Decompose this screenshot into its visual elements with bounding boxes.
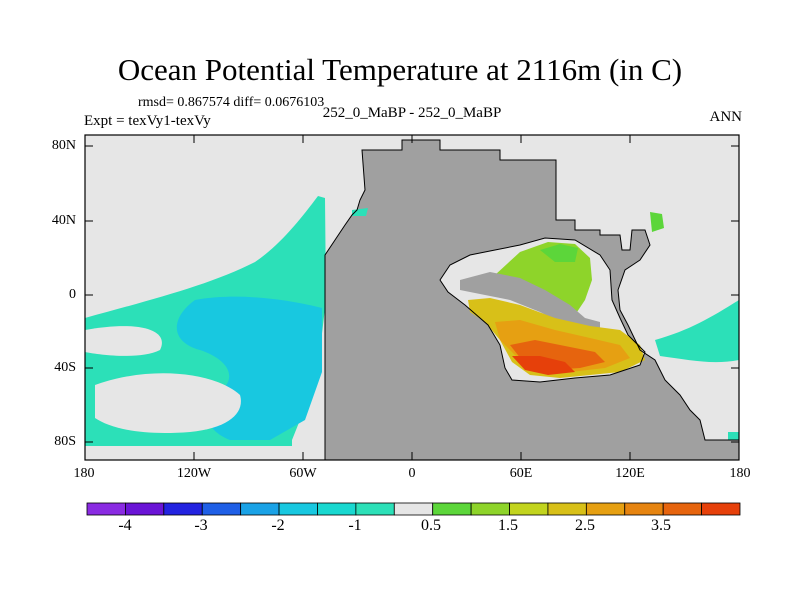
x-tick-label: 60W xyxy=(289,466,317,481)
y-tick-label: 0 xyxy=(69,287,76,302)
colorbar-label: 0.5 xyxy=(421,517,441,534)
chart-subtitle: 252_0_MaBP - 252_0_MaBP xyxy=(322,105,502,121)
colorbar-box xyxy=(317,502,357,516)
colorbar-box xyxy=(240,502,280,516)
colorbar-box xyxy=(393,502,434,516)
colorbar-box xyxy=(662,502,702,516)
experiment-label: Expt = texVy1-texVy xyxy=(84,113,211,129)
colorbar-box xyxy=(86,502,126,516)
colorbar-box xyxy=(624,502,664,516)
x-tick-label: 180 xyxy=(73,466,95,481)
colorbar-label: -1 xyxy=(348,517,362,534)
cold-anomaly-patch xyxy=(352,208,368,216)
colorbar-box xyxy=(125,502,165,516)
y-tick-label: 80S xyxy=(54,434,76,449)
x-tick-label: 120W xyxy=(176,466,212,481)
cold-anomaly-strip xyxy=(85,440,292,446)
chart-title: Ocean Potential Temperature at 2116m (in… xyxy=(117,52,683,87)
colorbar-box xyxy=(547,502,587,516)
colorbar-label: 2.5 xyxy=(575,517,595,534)
colorbar-box xyxy=(201,502,242,516)
warm-anomaly-patch xyxy=(650,212,664,232)
coastline xyxy=(324,139,739,460)
x-tick-label: 0 xyxy=(408,466,416,481)
colorbar-box xyxy=(701,502,741,516)
x-tick-label: 180 xyxy=(729,466,751,481)
cimmerian-landmass xyxy=(460,272,600,330)
y-tick-label: 40N xyxy=(51,213,76,228)
tethys-coastline xyxy=(439,237,646,383)
colorbar-box xyxy=(278,502,318,516)
x-axis-ticks xyxy=(193,135,631,460)
colorbar xyxy=(86,502,741,516)
colorbar-label: 3.5 xyxy=(651,517,671,534)
warm-anomaly-peak xyxy=(512,356,575,375)
stats-label: rmsd= 0.867574 diff= 0.0676103 xyxy=(138,95,325,110)
neutral-patch xyxy=(95,373,241,434)
neutral-patch xyxy=(85,326,162,356)
colorbar-box xyxy=(585,502,626,516)
season-label: ANN xyxy=(709,109,743,125)
warm-anomaly-low-core xyxy=(540,244,578,262)
colorbar-label: 1.5 xyxy=(498,517,518,534)
colorbar-label: -2 xyxy=(271,517,285,534)
colorbar-box xyxy=(509,502,549,516)
colorbar-box xyxy=(355,502,395,516)
cold-anomaly-patch xyxy=(728,432,739,440)
cold-anomaly-region-east xyxy=(655,300,739,363)
colorbar-box xyxy=(163,502,203,516)
colorbar-box xyxy=(470,502,510,516)
x-tick-label: 60E xyxy=(509,466,533,481)
colorbar-box xyxy=(432,502,472,516)
colorbar-label: -3 xyxy=(194,517,208,534)
y-axis-ticks xyxy=(85,145,739,443)
x-tick-label: 120E xyxy=(615,466,645,481)
y-tick-label: 40S xyxy=(54,360,76,375)
y-tick-label: 80N xyxy=(51,138,76,153)
colorbar-label: -4 xyxy=(118,517,132,534)
